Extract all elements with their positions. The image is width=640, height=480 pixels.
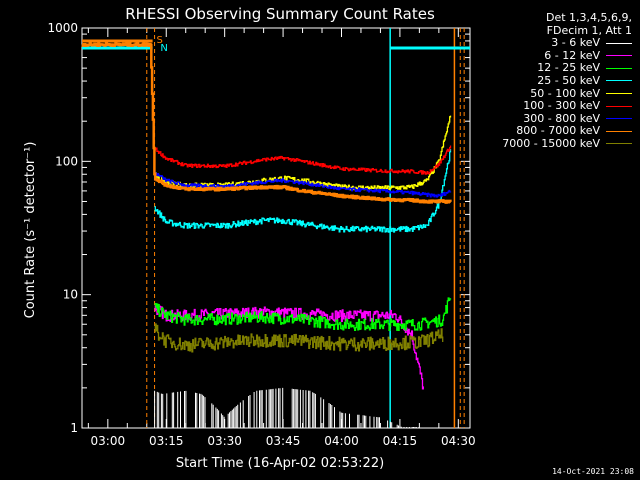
series-25-50kev-line — [154, 149, 452, 233]
series-3-6-kev-spikes — [154, 387, 420, 428]
series-100-300kev-line — [154, 145, 452, 175]
legend-item: 25 - 50 keV — [502, 73, 632, 88]
x-tick-label: 03:45 — [266, 434, 301, 448]
legend-item: 12 - 25 keV — [502, 62, 632, 75]
series-300-800kev-line — [154, 172, 452, 198]
plot-area: 1 10 100 1000 03:00 03:15 03:30 03:45 04:00 04:15… — [47, 21, 475, 448]
legend-item-label: 100 - 300 keV — [523, 99, 600, 113]
x-tick-label: 03:15 — [149, 434, 184, 448]
legend-swatch — [606, 55, 632, 57]
legend-item: 7000 - 15000 keV — [502, 136, 632, 151]
legend-item-label: 25 - 50 keV — [537, 73, 600, 87]
legend-swatch — [606, 80, 632, 82]
legend-swatch — [606, 143, 632, 145]
legend-swatch — [606, 42, 632, 44]
legend-item: 3 - 6 keV — [502, 36, 632, 50]
generation-timestamp: 14-Oct-2021 23:08 — [552, 467, 634, 476]
night-flag-label: N — [160, 43, 167, 54]
saa-flag-label: S — [157, 35, 163, 46]
x-axis-label: Start Time (16-Apr-02 02:53:22) — [176, 456, 384, 471]
legend-swatch — [606, 105, 632, 107]
legend: Det 1,3,4,5,6,9, FDecim 1, Att 1 3 - 6 k… — [502, 11, 632, 151]
y-tick-label: 1 — [70, 421, 78, 435]
legend-item: 6 - 12 keV — [502, 48, 632, 63]
y-tick-label: 10 — [63, 288, 78, 302]
series-6-12kev-line — [154, 305, 424, 390]
series-50-100kev-line — [154, 115, 452, 191]
x-tick-label: 04:00 — [324, 434, 359, 448]
legend-item-label: 7000 - 15000 keV — [502, 136, 600, 150]
legend-item-label: 800 - 7000 keV — [516, 124, 600, 138]
legend-item: 800 - 7000 keV — [502, 125, 632, 138]
x-tick-label: 04:15 — [383, 434, 418, 448]
y-axis-label: Count Rate (s⁻¹ detector⁻¹) — [23, 142, 38, 319]
legend-header-line-1: Det 1,3,4,5,6,9, — [545, 11, 632, 24]
legend-item-label: 3 - 6 keV — [551, 36, 600, 50]
series-12-25kev-line — [154, 297, 452, 331]
series-800-7000kev-line — [81, 42, 452, 204]
legend-item-label: 50 - 100 keV — [530, 86, 600, 100]
legend-swatch — [606, 67, 632, 69]
series-7000-15000kev-line — [154, 323, 444, 353]
x-tick-label: 03:30 — [207, 434, 242, 448]
legend-swatch — [606, 130, 632, 132]
legend-swatch — [606, 118, 632, 120]
legend-item-label: 6 - 12 keV — [544, 48, 600, 62]
legend-item: 100 - 300 keV — [502, 99, 632, 113]
legend-header-line-2: FDecim 1, Att 1 — [546, 23, 632, 37]
legend-item: 300 - 800 keV — [502, 111, 632, 126]
chart-title: RHESSI Observing Summary Count Rates — [125, 5, 435, 23]
x-tick-label: 04:30 — [441, 434, 476, 448]
legend-swatch — [606, 93, 632, 95]
x-tick-label: 03:00 — [91, 434, 126, 448]
legend-item-label: 12 - 25 keV — [537, 61, 600, 75]
y-tick-label: 1000 — [47, 21, 78, 35]
legend-item: 50 - 100 keV — [502, 86, 632, 101]
y-tick-label: 100 — [55, 154, 78, 168]
legend-item-label: 300 - 800 keV — [523, 111, 600, 125]
